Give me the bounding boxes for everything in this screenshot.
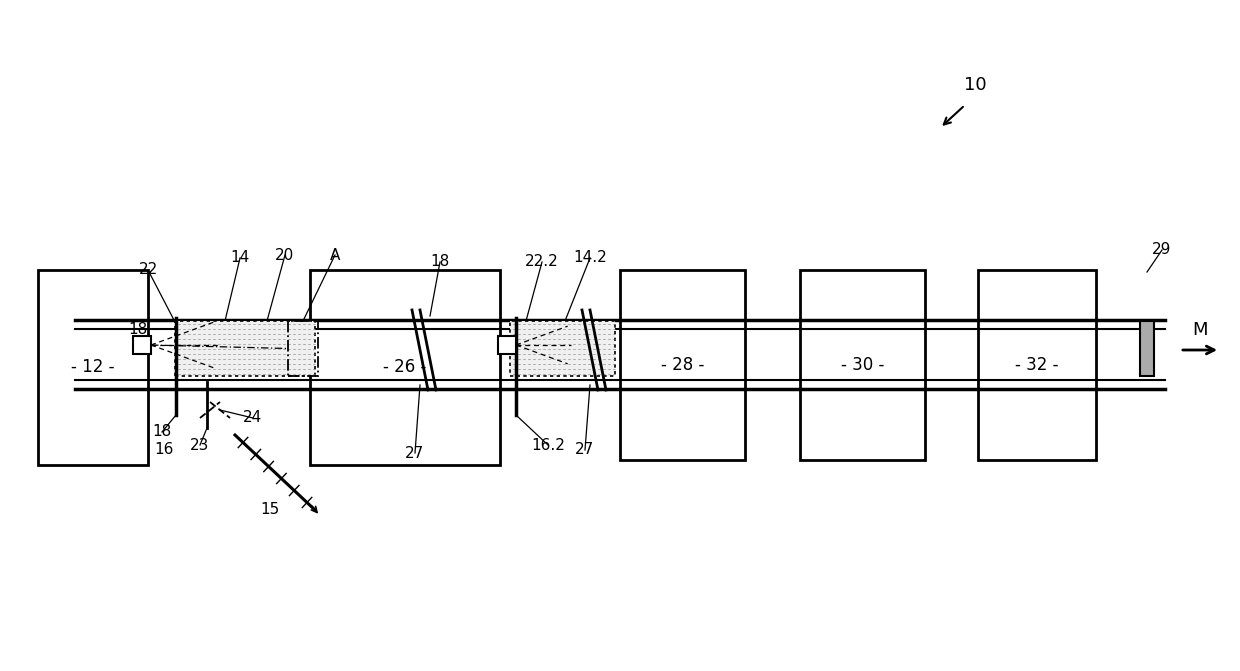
Text: - 32 -: - 32 - [1016,356,1059,374]
Text: - 26 -: - 26 - [383,358,427,376]
Text: 15: 15 [260,503,280,517]
Text: 16.2: 16.2 [531,437,565,452]
Bar [288,321,317,376]
Text: 18: 18 [153,425,171,440]
Bar [498,336,516,354]
Text: - 30 -: - 30 - [841,356,884,374]
Text: 24: 24 [243,411,263,425]
Bar [620,270,745,460]
Bar [310,270,500,465]
Bar [800,270,925,460]
Text: M: M [1192,321,1208,339]
Bar [978,270,1096,460]
Text: A: A [330,248,340,262]
Text: - 12 -: - 12 - [71,358,115,376]
Text: 20: 20 [275,248,295,262]
Text: 27: 27 [405,446,424,460]
Text: 18: 18 [129,323,148,338]
Bar [133,336,151,354]
Text: 14: 14 [231,250,249,266]
Text: - 28 -: - 28 - [661,356,704,374]
Text: 22.2: 22.2 [525,254,559,270]
Text: 23: 23 [190,437,210,452]
Text: 16: 16 [154,442,174,458]
Text: 10: 10 [963,76,986,94]
Text: 14.2: 14.2 [573,250,606,266]
Bar [38,270,148,465]
Bar [1140,321,1154,376]
Text: 18: 18 [430,254,450,270]
Text: 22: 22 [139,262,157,278]
Bar [175,321,315,376]
Text: 29: 29 [1152,242,1172,258]
Bar [510,321,615,376]
Text: 27: 27 [575,442,595,458]
